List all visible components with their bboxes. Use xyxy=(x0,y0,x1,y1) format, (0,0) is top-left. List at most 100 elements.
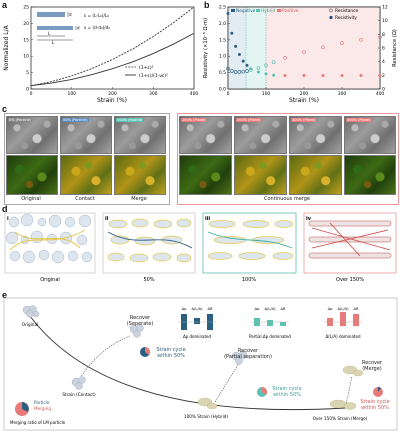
dla-dominated-label: Δ(L/A) dominated xyxy=(326,334,361,339)
a-xtick-label: 400 xyxy=(190,91,199,97)
inset-L-label: L xyxy=(52,40,55,45)
a-series-line-2 xyxy=(30,32,195,87)
caption-merge: Merge xyxy=(131,196,147,202)
a-xtick-label: 300 xyxy=(149,91,158,97)
panel-b-points xyxy=(226,12,382,78)
resistance-point xyxy=(248,68,253,72)
b-xtick-label: 100 xyxy=(262,91,271,97)
resistivity-point xyxy=(237,53,241,57)
b-xtick-label: 0 xyxy=(227,91,230,97)
legend-negative: Negative xyxy=(236,8,256,14)
sem-label: 400% (Plane) xyxy=(346,118,372,122)
schematic-iv-particles xyxy=(308,220,392,259)
b-ytick-label: 0.0 xyxy=(219,87,226,93)
sem-image-eds xyxy=(179,155,232,195)
a-ytick-label: 20 xyxy=(23,21,29,27)
panel-d-schematics: i ii iii iv Original 50% 100% Over 150% xyxy=(4,212,397,283)
e-legend-particle: Particle xyxy=(34,400,50,405)
resistivity-point xyxy=(340,74,344,78)
sem-label: 0% (Particle) xyxy=(8,118,33,122)
sub-ii: ii xyxy=(105,216,109,222)
b-ytick-right-label: 10 xyxy=(382,18,388,24)
panel-label-b: b xyxy=(204,0,210,10)
b-xtick-label: 400 xyxy=(376,91,385,97)
bar3-label-dla: Δ(L/A) xyxy=(338,307,350,311)
sem-image-top: 0% (Particle) xyxy=(6,116,58,154)
a-ytick-label: 0 xyxy=(26,87,29,93)
pie-legend xyxy=(15,402,29,416)
legend-hybrid: Hybrid xyxy=(261,8,275,14)
resistance-point xyxy=(226,66,230,71)
a-ytick-label: 15 xyxy=(23,37,29,43)
panel-label-e: e xyxy=(2,290,8,300)
partial-dp-label: Partial Δp dominated xyxy=(249,334,291,339)
resistance-point xyxy=(256,66,261,70)
sem-image-eds xyxy=(114,155,166,195)
resistance-point xyxy=(229,69,234,73)
bar3-label-dr: ΔR xyxy=(354,307,359,311)
sem-image-eds xyxy=(344,155,396,195)
panel-label-a: a xyxy=(2,0,8,10)
legend-positive: Positive xyxy=(282,8,299,14)
panel-a-frame xyxy=(30,6,195,90)
bar2-label-dr: ΔR xyxy=(281,307,286,311)
resistance-point xyxy=(378,35,382,39)
e-original: Original xyxy=(22,322,38,327)
legend-resistivity: Resistivity xyxy=(335,15,357,21)
panel-e-diagram: Δp Δ(L/A) ΔR Δp Δ(L/A) ΔR Δp Δ(L/A) ΔR Δ… xyxy=(3,297,398,431)
sem-image-eds xyxy=(289,155,342,195)
panel-a-yticks: 0 5 10 15 20 25 xyxy=(23,5,33,93)
sem-label: 100% (Hybrid) xyxy=(116,118,144,122)
panel-a-inset xyxy=(37,12,77,41)
resistance-point xyxy=(302,50,306,55)
sem-image-top: 300% (Plane) xyxy=(289,116,342,154)
schematic-ii-particles xyxy=(107,218,192,263)
resistance-point xyxy=(237,70,242,74)
caption-d-100: 100% xyxy=(242,277,257,283)
panel-label-d: d xyxy=(2,204,8,214)
caption-d-original: Original xyxy=(40,277,60,283)
bar2-label-dp: Δp xyxy=(255,307,260,311)
resistance-point xyxy=(321,45,325,50)
panel-b-xticks: 0 100 200 300 400 xyxy=(227,87,385,97)
region-negative xyxy=(228,7,246,89)
resistance-point xyxy=(241,69,246,74)
resistivity-point xyxy=(378,74,382,78)
panel-c-left-group xyxy=(4,113,170,205)
resistivity-point xyxy=(359,74,363,78)
a-xtick-label: 0 xyxy=(30,91,33,97)
b-ytick-label: 0.5 xyxy=(219,70,226,76)
b-ytick-label: 1.5 xyxy=(219,37,226,43)
panel-a-lines xyxy=(30,6,195,87)
resistivity-point xyxy=(272,73,276,77)
bar3-label-dp: Δp xyxy=(328,307,333,311)
e-strain-contact: Strain (Contact) xyxy=(62,392,96,397)
b-ytick-right-label: 4 xyxy=(382,59,385,65)
legend-resistance: Resistance xyxy=(335,8,359,14)
sem-image-top: 50% (Particle) xyxy=(60,116,112,154)
panel-c-right-group xyxy=(177,113,399,205)
pie-strain-cycle-1 xyxy=(140,347,150,357)
b-ytick-right-label: 2 xyxy=(382,73,385,79)
e-legend-merging: Merging xyxy=(34,406,51,411)
resistance-point xyxy=(233,70,238,74)
panel-a-legend-1: (1+ε)² xyxy=(139,65,154,71)
b-ytick-label: 1.0 xyxy=(219,54,226,60)
resistivity-point xyxy=(321,74,325,78)
panel-a-xlabel: Strain (%) xyxy=(97,97,127,104)
a-xtick-label: 100 xyxy=(67,91,76,97)
region-hybrid xyxy=(246,7,266,89)
sem-image-top: 400% (Plane) xyxy=(344,116,396,154)
bar1-label-dp: Δp xyxy=(182,307,187,311)
sem-image-eds xyxy=(234,155,287,195)
inset-L0-label: L xyxy=(48,31,51,36)
e-recover-separate: Recover (Seperate) xyxy=(126,315,154,327)
dp-dominated-label: Δp dominated xyxy=(183,334,212,339)
sem-image-top: 150% (Plane) xyxy=(179,116,232,154)
b-ytick-right-label: 0 xyxy=(382,87,385,93)
caption-d-150: Over 150% xyxy=(336,277,364,283)
resistance-point xyxy=(245,69,249,73)
panel-b-chart: 0.0 0.5 1.0 1.5 2.0 2.5 0 2 4 6 8 10 12 0 100 200 300 4… xyxy=(203,5,398,105)
panel-a-eq1: ε = (L-L₀)/L₀ xyxy=(84,13,109,18)
resistivity-point xyxy=(302,74,306,78)
